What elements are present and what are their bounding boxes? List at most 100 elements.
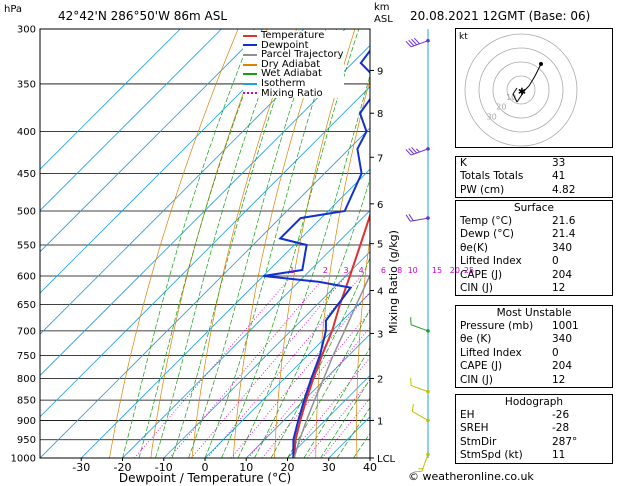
index-label: CAPE (J) [460,268,503,281]
index-label: CIN (J) [460,373,493,386]
series-parcel-trajectory [293,273,370,458]
index-value: 33 [552,157,566,169]
pressure-tick-label: 1000 [11,454,36,465]
index-row: StmSpd (kt) 11 [456,449,612,462]
pressure-tick-label: 350 [17,79,36,90]
isotherm-line [40,127,370,458]
wet-adiabat [320,378,370,458]
legend-label: Temperature [261,30,325,41]
pressure-tick-label: 900 [17,416,36,427]
hodograph-point [539,62,543,66]
km-tick-label: 3 [377,329,383,340]
x-tick-label: -20 [114,461,132,474]
wet-adiabat [287,308,370,458]
legend-item: Dewpoint [243,40,344,51]
index-label: CIN (J) [460,281,493,294]
index-row: K 33 [456,157,612,170]
x-tick-label: 20 [281,461,295,474]
index-label: θe (K) [460,333,492,346]
index-value: 21.6 [552,215,576,227]
x-axis-label: Dewpoint / Temperature (°C) [119,471,291,485]
legend-swatch [243,44,257,47]
hodograph-ring-label: 30 [487,112,497,121]
x-tick-label: -10 [155,461,173,474]
index-row: CAPE (J) 204 [456,360,612,373]
pressure-tick-label: 700 [17,326,36,337]
legend-label: Dry Adiabat [261,58,321,70]
wet-adiabat [171,29,300,458]
index-value: 41 [552,170,566,183]
index-row: PW (cm) 4.82 [456,184,612,197]
isotherm-line [245,333,370,458]
x-tick-label: 0 [202,461,209,474]
isotherm-line [287,374,370,458]
datetime-title: 20.08.2021 12GMT (Base: 06) [410,9,591,23]
pressure-tick-label: 450 [17,169,36,180]
hodograph-ring [492,61,550,119]
pressure-tick-label: 800 [17,374,36,385]
legend-label: Isotherm [261,77,306,89]
hodograph-ring [478,47,564,133]
wind-barb [405,147,430,156]
index-value: 12 [552,373,566,386]
legend-label: Wet Adiabat [261,68,322,80]
dry-adiabat [109,29,239,458]
dry-adiabat [150,29,268,458]
legend-item: Dry Adiabat [243,58,344,70]
pressure-tick-label: 400 [17,127,36,138]
legend-item: Wet Adiabat [243,69,344,79]
chart-legend: Temperature Dewpoint Parcel Trajectory Dry … [243,31,344,99]
wet-adiabat [138,29,269,458]
index-row: Pressure (mb) 1001 [456,320,612,333]
index-label: Totals Totals [460,170,524,183]
legend-swatch [243,34,257,37]
surface-title: Surface [513,202,554,214]
wind-barb [414,452,430,473]
dry-adiabat [396,29,443,458]
legend-swatch [243,73,257,76]
mixing-ratio-label: 10 [408,266,418,275]
isotherm-line [40,86,370,418]
index-value: 287° [552,435,578,448]
index-label: Lifted Index [460,255,522,268]
series-dewpoint [263,49,370,458]
legend-item: Parcel Trajectory [243,50,344,60]
legend-label: Parcel Trajectory [261,49,344,61]
hodograph-table-title: Hodograph [504,396,564,408]
legend-item: Temperature [243,31,344,41]
legend-swatch [243,53,257,56]
mixing-ratio-label: 4 [359,266,364,275]
km-tick-label: 5 [377,240,383,251]
km-tick-label: 6 [377,200,383,211]
legend-swatch [243,82,257,85]
legend-item: Mixing Ratio [243,88,344,99]
x-tick-label: 40 [363,461,377,474]
most-unstable-title: Most Unstable [496,307,572,319]
isotherm-line [163,251,370,458]
km-tick-label: 7 [377,153,383,164]
index-label: CAPE (J) [460,360,503,373]
index-value: 1001 [552,320,579,332]
surface-table: Surface Temp (°C) 21.6 Dewp (°C) 21.4 θe(K) 34… [455,200,613,297]
wind-barb [405,214,430,222]
wind-barb [410,317,430,333]
pressure-tick-label: 550 [17,240,36,251]
pressure-tick-label: 950 [17,435,36,446]
isotherm-line [80,168,370,458]
index-label: StmSpd (kt) [460,449,523,462]
index-row: CIN (J) 12 [456,374,612,387]
isotherm-line [40,29,181,170]
mixing-ratio-label: 8 [397,266,402,275]
most-unstable-table: Most Unstable Pressure (mb) 1001 θe (K) 340 L… [455,305,613,388]
x-tick-label: -30 [72,461,90,474]
index-row: θe(K) 340 [456,242,612,255]
wet-adiabat [204,29,338,458]
x-tick-label: 10 [239,461,253,474]
index-row: SREH -28 [456,422,612,435]
wet-adiabat [188,29,318,458]
index-value: 21.4 [552,228,576,241]
wet-adiabat [336,406,370,458]
dry-adiabat [232,29,327,458]
mixing-ratio-label: 3 [343,266,348,275]
